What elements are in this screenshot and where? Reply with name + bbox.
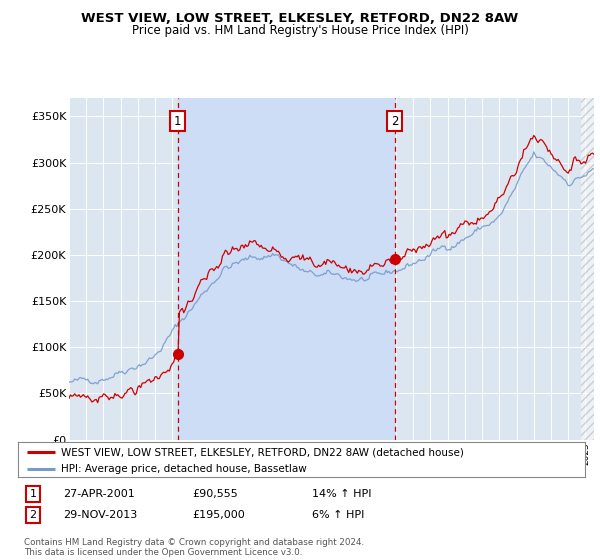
Text: 14% ↑ HPI: 14% ↑ HPI (312, 489, 371, 499)
Text: 27-APR-2001: 27-APR-2001 (63, 489, 135, 499)
Text: 2: 2 (391, 115, 398, 128)
Bar (581, 98, 594, 440)
Bar (581, 98, 594, 440)
Text: 29-NOV-2013: 29-NOV-2013 (63, 510, 137, 520)
Text: Contains HM Land Registry data © Crown copyright and database right 2024.
This d: Contains HM Land Registry data © Crown c… (24, 538, 364, 557)
Text: £195,000: £195,000 (192, 510, 245, 520)
Text: HPI: Average price, detached house, Bassetlaw: HPI: Average price, detached house, Bass… (61, 464, 306, 474)
Text: Price paid vs. HM Land Registry's House Price Index (HPI): Price paid vs. HM Land Registry's House … (131, 24, 469, 36)
Text: 1: 1 (174, 115, 182, 128)
Text: WEST VIEW, LOW STREET, ELKESLEY, RETFORD, DN22 8AW: WEST VIEW, LOW STREET, ELKESLEY, RETFORD… (82, 12, 518, 25)
Text: 6% ↑ HPI: 6% ↑ HPI (312, 510, 364, 520)
Text: WEST VIEW, LOW STREET, ELKESLEY, RETFORD, DN22 8AW (detached house): WEST VIEW, LOW STREET, ELKESLEY, RETFORD… (61, 447, 463, 457)
Text: 2: 2 (29, 510, 37, 520)
Text: 1: 1 (29, 489, 37, 499)
Bar (178, 98, 395, 440)
Text: £90,555: £90,555 (192, 489, 238, 499)
